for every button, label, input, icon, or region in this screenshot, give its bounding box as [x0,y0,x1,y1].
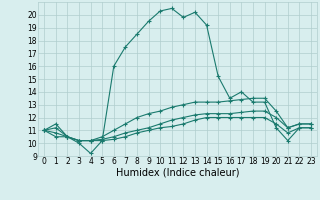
X-axis label: Humidex (Indice chaleur): Humidex (Indice chaleur) [116,168,239,178]
